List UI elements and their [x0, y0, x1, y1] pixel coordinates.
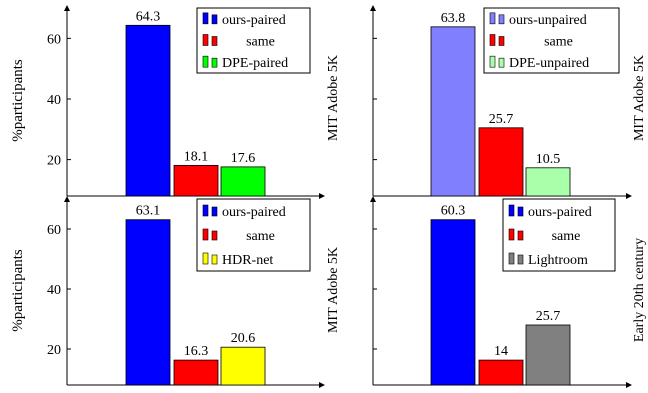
legend-swatch: [211, 230, 218, 241]
chart-panel-4: 60.3 14 25.7 ours-paired same Lightroom Early …: [370, 196, 647, 388]
legend-swatch: [202, 228, 209, 241]
dataset-label: Early 20th century: [632, 238, 647, 342]
legend-swatch: [508, 252, 515, 265]
legend-swatch: [489, 34, 496, 46]
legend-entry-DPE-paired: DPE-paired: [222, 56, 288, 71]
legend-swatch: [508, 228, 515, 241]
legend-entry-same: same: [246, 229, 275, 244]
legend-swatch: [508, 204, 515, 217]
y-axis-arrow: [64, 196, 70, 202]
y-axis-label: %participants: [10, 59, 26, 142]
dataset-label: MIT Adobe 5K: [632, 55, 647, 141]
legend-swatch: [517, 230, 524, 241]
legend-swatch: [489, 12, 496, 25]
legend-entry-ours-paired: ours-paired: [528, 205, 592, 220]
data-label-HDR-net: 20.6: [231, 331, 256, 346]
legend-swatch: [202, 55, 209, 68]
y-axis-arrow: [370, 5, 376, 11]
bar-same: [478, 359, 524, 386]
y-axis-arrow: [370, 196, 376, 202]
legend-swatch: [211, 254, 218, 265]
chart-panel-1: 20 40 60 %participants 64.3 18.1 17.6 ours-pair…: [10, 5, 341, 199]
legend-entry-same: same: [552, 229, 581, 244]
y-tick-label: 40: [47, 283, 61, 298]
bar-same: [173, 164, 219, 197]
y-tick-label: 20: [47, 154, 61, 169]
y-axis-label: %participants: [10, 249, 26, 332]
y-tick-label: 20: [47, 343, 61, 358]
data-label-ours-unpaired: 63.8: [441, 11, 466, 26]
dataset-label: MIT Adobe 5K: [326, 247, 341, 333]
data-label-same: 25.7: [489, 112, 514, 127]
data-label-ours-paired: 63.1: [136, 204, 161, 219]
bar-same: [478, 127, 524, 197]
legend-swatch: [517, 206, 524, 217]
data-label-same: 16.3: [184, 344, 209, 359]
legend-entry-same: same: [246, 35, 275, 50]
legend-swatch: [517, 254, 524, 265]
bar-Lightroom: [525, 324, 571, 386]
x-axis-arrow: [319, 193, 325, 199]
legend: ours-paired same HDR-net: [196, 198, 311, 272]
legend-entry-Lightroom: Lightroom: [528, 253, 588, 268]
legend-swatch: [211, 206, 218, 217]
legend-swatch: [211, 14, 218, 25]
data-label-same: 18.1: [184, 149, 209, 164]
bar-ours-paired: [430, 219, 476, 386]
legend: ours-unpaired same DPE-unpaired: [483, 7, 620, 74]
bar-DPE-paired: [220, 166, 266, 197]
legend-swatch: [498, 36, 505, 46]
x-axis-arrow: [626, 193, 632, 199]
legend-entry-ours-unpaired: ours-unpaired: [509, 13, 587, 28]
legend: ours-paired same Lightroom: [502, 198, 616, 272]
y-tick-label: 40: [47, 93, 61, 108]
legend-swatch: [498, 57, 505, 68]
legend-swatch: [202, 34, 209, 46]
data-label-Lightroom: 25.7: [536, 309, 561, 324]
legend: ours-paired same DPE-paired: [196, 7, 311, 74]
chart-panel-3: 20 40 60 %participants 63.1 16.3 20.6 ours-pair…: [10, 196, 341, 388]
bar-HDR-net: [220, 346, 266, 386]
y-axis-arrow: [64, 5, 70, 11]
bar-ours-unpaired: [430, 26, 476, 197]
legend-entry-ours-paired: ours-paired: [222, 205, 286, 220]
legend-swatch: [211, 57, 218, 68]
data-label-same: 14: [494, 344, 508, 359]
y-tick-label: 60: [47, 32, 61, 47]
data-label-DPE-paired: 17.6: [231, 151, 256, 166]
bar-ours-paired: [125, 219, 171, 386]
data-label-ours-paired: 60.3: [441, 204, 466, 219]
bar-ours-paired: [125, 24, 171, 197]
legend-swatch: [489, 55, 496, 68]
data-label-ours-paired: 64.3: [136, 9, 161, 24]
x-axis-arrow: [626, 382, 632, 388]
chart-panel-2: 63.8 25.7 10.5 ours-unpaired same DPE-unpaire…: [370, 5, 647, 199]
dataset-label: MIT Adobe 5K: [326, 55, 341, 141]
legend-entry-DPE-unpaired: DPE-unpaired: [509, 56, 589, 71]
legend-entry-same: same: [544, 35, 573, 50]
legend-swatch: [202, 12, 209, 25]
legend-swatch: [202, 204, 209, 217]
bar-DPE-unpaired: [525, 167, 571, 197]
legend-entry-ours-paired: ours-paired: [222, 13, 286, 28]
legend-swatch: [498, 14, 505, 25]
legend-box: [483, 7, 620, 74]
data-label-DPE-unpaired: 10.5: [536, 152, 561, 167]
legend-swatch: [211, 36, 218, 46]
y-tick-label: 60: [47, 223, 61, 238]
x-axis-arrow: [319, 382, 325, 388]
legend-swatch: [202, 252, 209, 265]
bar-same: [173, 359, 219, 386]
legend-entry-HDR-net: HDR-net: [222, 253, 273, 268]
